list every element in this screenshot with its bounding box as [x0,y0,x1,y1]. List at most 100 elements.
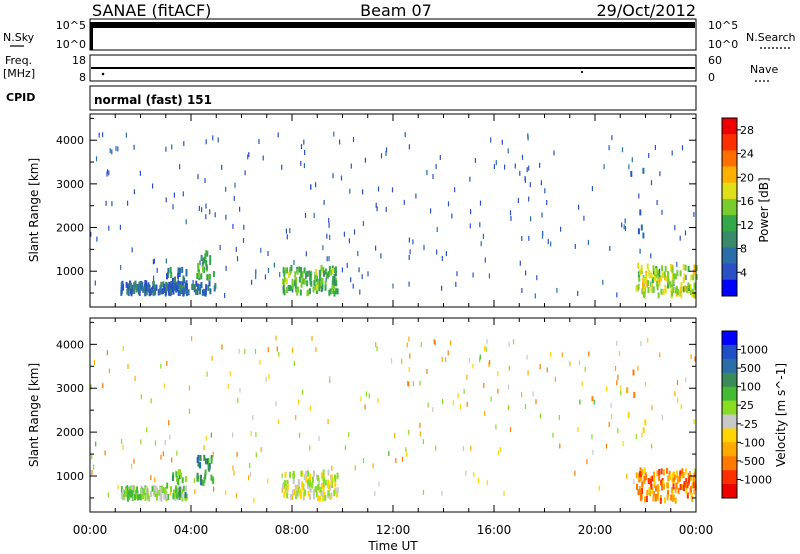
echo-cell [137,494,139,501]
echo-cell [154,288,156,295]
echo-cell [294,484,297,491]
echo-cell [321,277,324,284]
echo-cell [692,269,695,276]
echo-cell [308,288,311,295]
echo-cell [693,476,696,482]
scatter-point [605,443,608,449]
echo-cell [122,494,125,501]
scatter-point [447,201,450,207]
echo-cell [185,290,188,297]
echo-cell [181,266,184,273]
scatter-point [507,148,509,154]
scatter-point [221,164,223,170]
echo-cell [316,284,319,291]
echo-cell [125,281,128,288]
echo-cell [336,491,339,498]
x-tick-label: 16:00 [477,523,512,537]
echo-cell [172,493,175,500]
echo-cell [688,471,691,477]
colorbar-segment [722,344,737,360]
x-tick-label: 00:00 [73,523,108,537]
scatter-point [479,200,482,206]
scatter-point [581,381,583,387]
scatter-point [348,238,350,244]
echo-cell [693,264,696,271]
colorbar-tick-label: 100 [740,381,761,394]
scatter-point [422,489,425,495]
echo-cell [319,282,321,289]
scatter-point [480,241,482,247]
scatter-point [255,274,257,280]
scatter-point [300,161,302,166]
colorbar-segment [722,150,737,168]
echo-cell [292,489,294,496]
scatter-point [293,260,295,266]
power-cbar-label: Power [dB] [757,177,771,242]
scatter-point [456,271,458,277]
scatter-point [154,477,156,483]
scatter-point [521,288,523,293]
scatter-point [168,420,170,426]
echo-cell [677,476,680,483]
scatter-point [210,432,212,438]
echo-cell [298,266,301,273]
echo-cell [671,487,674,493]
echo-cell [674,497,677,504]
echo-cell [633,392,636,398]
echo-cell [208,273,211,280]
echo-cell [331,268,334,275]
scatter-point [160,363,162,369]
echo-cell [133,494,136,501]
nsearch-label: N.Search [746,31,796,44]
echo-cell [300,267,302,273]
scatter-point [546,367,548,373]
scatter-point [603,164,605,170]
date-title: 29/Oct/2012 [596,1,696,20]
echo-cell [681,468,684,475]
scatter-point [111,201,113,207]
echo-cell [655,485,657,492]
scatter-point [490,396,492,402]
echo-cell [196,457,199,463]
scatter-point [503,491,505,497]
echo-cell [132,485,135,492]
echo-cell [334,481,337,488]
echo-cell [291,282,294,289]
scatter-point [470,209,472,215]
nsky-trace [91,22,695,28]
echo-cell [155,490,158,497]
scatter-point [253,498,255,503]
echo-cell [671,267,674,274]
echo-cell [679,484,682,491]
echo-cell [329,288,332,295]
scatter-point [205,435,207,441]
scatter-point [452,400,454,406]
echo-cell [311,482,313,489]
scatter-point [616,340,618,346]
scatter-point [214,212,216,218]
scatter-point [150,398,152,404]
echo-cell [212,477,215,484]
scatter-point [211,355,213,361]
colorbar-segment [722,247,737,265]
scatter-point [685,275,687,280]
nsky-tick-top: 10^5 [56,19,86,32]
scatter-point [165,197,167,203]
echo-cell [176,492,178,499]
scatter-point [648,153,650,158]
echo-cell [680,282,683,288]
scatter-point [532,391,534,397]
scatter-point [435,164,437,170]
echo-cell [682,485,685,492]
echo-cell [656,280,659,287]
scatter-point [385,151,387,156]
echo-cell [640,475,643,482]
echo-cell [196,472,199,479]
scatter-point [375,202,377,208]
x-tick-label: 12:00 [376,523,411,537]
scatter-point [484,257,486,263]
scatter-point [252,415,254,421]
scatter-point [197,174,199,180]
echo-cell [290,285,293,292]
scatter-point [656,200,658,205]
